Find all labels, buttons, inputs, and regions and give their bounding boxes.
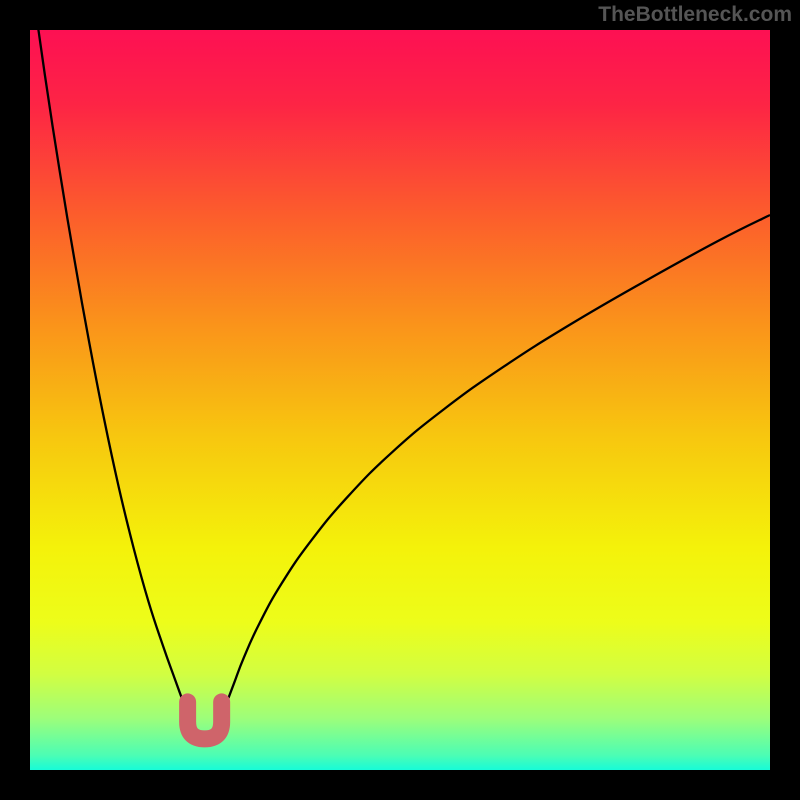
chart-frame: TheBottleneck.com	[0, 0, 800, 800]
watermark-text: TheBottleneck.com	[598, 3, 792, 27]
plot-background	[30, 30, 770, 770]
bottleneck-chart	[0, 0, 800, 800]
